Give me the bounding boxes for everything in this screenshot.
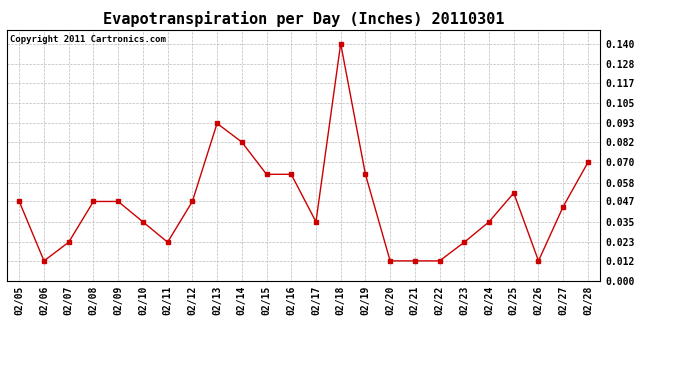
Title: Evapotranspiration per Day (Inches) 20110301: Evapotranspiration per Day (Inches) 2011… <box>103 12 504 27</box>
Text: Copyright 2011 Cartronics.com: Copyright 2011 Cartronics.com <box>10 35 166 44</box>
